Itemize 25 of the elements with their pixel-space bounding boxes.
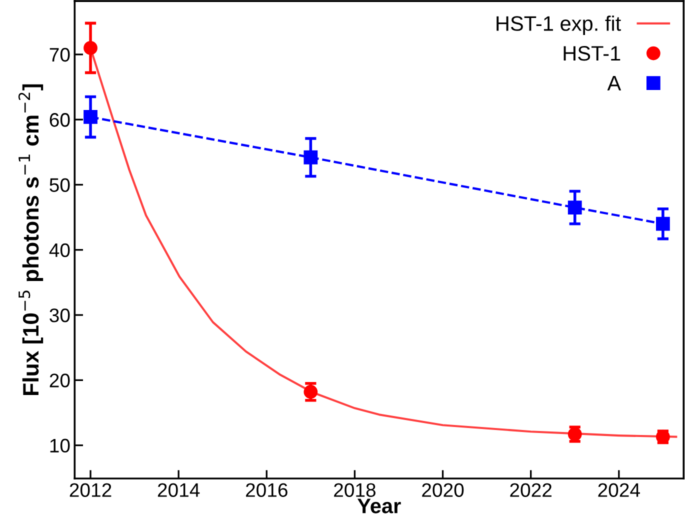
y-tick-label: 50 — [50, 178, 70, 192]
x-tick-label: 2012 — [70, 483, 112, 497]
x-tick-label: 2018 — [334, 483, 376, 497]
x-axis-title: Year — [357, 498, 401, 514]
point — [84, 40, 98, 55]
y-tick-label: 70 — [50, 48, 70, 62]
y-tick-label: 10 — [50, 438, 70, 453]
x-tick-label: 2016 — [246, 483, 288, 497]
legend-label: HST-1 exp. fit — [496, 16, 621, 36]
legend-label: HST-1 — [564, 46, 620, 61]
y-tick-label: 40 — [49, 243, 70, 258]
y-axis-title: Flux [10$^{−5}$ photons s$^{−1}$ cm$^{−2}$] — [18, 84, 44, 395]
y-tick-label: 20 — [50, 374, 70, 388]
x-tick-label: 2022 — [510, 483, 552, 497]
point — [568, 200, 582, 214]
legend-label: A — [607, 76, 622, 90]
x-tick-label: 2014 — [158, 483, 200, 497]
y-tick-label: 30 — [50, 308, 70, 322]
x-tick-label: 2020 — [422, 483, 464, 497]
x-tick-label: 2024 — [598, 483, 640, 497]
point — [304, 384, 318, 399]
point — [656, 216, 670, 231]
y-tick-label: 60 — [50, 113, 70, 127]
point — [84, 110, 98, 124]
point — [304, 150, 318, 164]
